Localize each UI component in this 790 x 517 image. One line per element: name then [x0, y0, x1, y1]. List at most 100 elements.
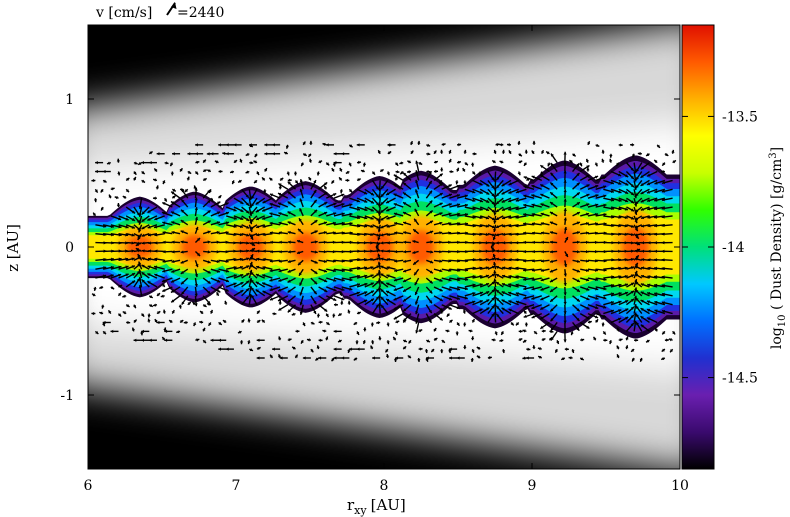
velocity-arrowhead	[636, 176, 639, 181]
velocity-arrowhead	[492, 241, 496, 245]
velocity-arrowhead	[414, 199, 418, 203]
velocity-arrowhead	[594, 175, 599, 179]
velocity-arrowhead	[419, 329, 423, 333]
velocity-arrowhead	[647, 283, 651, 287]
velocity-arrowhead	[269, 240, 273, 244]
velocity-arrowhead	[665, 152, 669, 156]
velocity-arrowhead	[485, 274, 489, 278]
velocity-arrowhead	[393, 287, 397, 291]
velocity-arrowhead	[171, 191, 175, 195]
velocity-arrowhead	[349, 287, 353, 291]
velocity-arrowhead	[394, 176, 398, 181]
velocity-arrowhead	[414, 189, 419, 193]
velocity-arrowhead	[540, 203, 544, 207]
dust-core-red	[366, 231, 393, 263]
velocity-arrowhead	[630, 306, 634, 310]
velocity-arrowhead	[207, 200, 211, 204]
velocity-arrowhead	[172, 195, 176, 199]
velocity-arrowhead	[660, 169, 664, 174]
velocity-arrowhead	[356, 347, 360, 351]
velocity-arrowhead	[442, 142, 446, 147]
velocity-arrowhead	[654, 159, 658, 164]
velocity-arrowhead	[450, 169, 454, 174]
velocity-arrowhead	[419, 161, 423, 165]
velocity-arrowhead	[126, 303, 130, 307]
velocity-arrowhead	[141, 329, 145, 334]
velocity-arrowhead	[413, 261, 417, 265]
velocity-arrowhead	[386, 298, 390, 302]
velocity-arrowhead	[333, 212, 337, 216]
velocity-arrowhead	[456, 322, 460, 326]
velocity-arrowhead	[353, 321, 357, 325]
velocity-arrowhead	[455, 181, 459, 185]
velocity-arrowhead	[333, 288, 337, 292]
velocity-arrowhead	[376, 265, 380, 269]
velocity-arrowhead	[250, 218, 254, 222]
velocity-arrowhead	[491, 243, 495, 248]
velocity-arrowhead	[138, 285, 142, 289]
velocity-arrowhead	[170, 201, 175, 205]
velocity-arrowhead	[630, 192, 635, 196]
velocity-arrowhead	[456, 184, 460, 188]
velocity-arrowhead	[661, 249, 665, 253]
velocity-arrowhead	[479, 274, 483, 279]
velocity-arrowhead	[192, 301, 196, 306]
velocity-arrowhead	[370, 298, 374, 302]
velocity-arrowhead	[419, 347, 423, 351]
velocity-arrowhead	[439, 269, 443, 273]
velocity-arrowhead	[370, 224, 374, 228]
velocity-arrowhead	[216, 250, 220, 254]
velocity-arrowhead	[624, 258, 628, 262]
velocity-arrowhead	[301, 340, 304, 344]
velocity-arrowhead	[364, 282, 368, 286]
velocity-arrowhead	[496, 297, 500, 301]
velocity-arrowhead	[353, 357, 357, 361]
velocity-arrowhead	[491, 273, 495, 277]
velocity-arrowhead	[377, 286, 382, 290]
velocity-arrowhead	[246, 280, 250, 284]
velocity-arrowhead	[408, 340, 412, 344]
velocity-arrowhead	[439, 212, 443, 216]
velocity-arrowhead	[523, 203, 527, 207]
velocity-arrowhead	[262, 200, 266, 204]
velocity-arrowhead	[181, 209, 185, 213]
velocity-arrowhead	[332, 259, 336, 263]
velocity-arrowhead	[586, 325, 590, 329]
velocity-arrowhead	[491, 313, 495, 317]
velocity-arrowhead	[479, 199, 483, 203]
velocity-arrowhead	[262, 208, 266, 212]
velocity-arrowhead	[586, 165, 590, 169]
velocity-arrowhead	[179, 168, 183, 172]
velocity-arrowhead	[508, 274, 512, 279]
velocity-arrowhead	[625, 316, 629, 320]
velocity-arrowhead	[256, 241, 260, 245]
velocity-arrowhead	[448, 268, 452, 273]
velocity-arrowhead	[472, 207, 476, 211]
velocity-arrowhead	[356, 199, 360, 203]
velocity-arrowhead	[403, 182, 407, 186]
velocity-arrowhead	[471, 318, 475, 323]
velocity-arrowhead	[278, 250, 282, 254]
velocity-arrowhead	[550, 153, 554, 157]
velocity-arrowhead	[216, 292, 220, 296]
velocity-arrowhead	[299, 292, 303, 296]
colorbar-tick-label: -14	[722, 240, 745, 256]
velocity-arrowhead	[360, 169, 365, 173]
velocity-arrowhead	[479, 207, 483, 211]
velocity-arrowhead	[637, 152, 641, 156]
velocity-arrowhead	[138, 269, 142, 273]
velocity-arrowhead	[671, 149, 675, 153]
velocity-arrowhead	[647, 308, 651, 312]
velocity-arrowhead	[476, 355, 481, 359]
velocity-arrowhead	[339, 177, 343, 181]
velocity-arrowhead	[393, 212, 398, 216]
velocity-key-value: =2440	[177, 5, 224, 21]
velocity-arrowhead	[380, 257, 384, 261]
velocity-arrowhead	[218, 143, 221, 147]
velocity-arrowhead	[672, 331, 676, 335]
velocity-arrowhead	[308, 158, 313, 162]
velocity-arrowhead	[196, 160, 200, 164]
velocity-arrowhead	[478, 172, 482, 176]
velocity-arrowhead	[162, 283, 166, 287]
velocity-arrowhead	[538, 355, 542, 359]
